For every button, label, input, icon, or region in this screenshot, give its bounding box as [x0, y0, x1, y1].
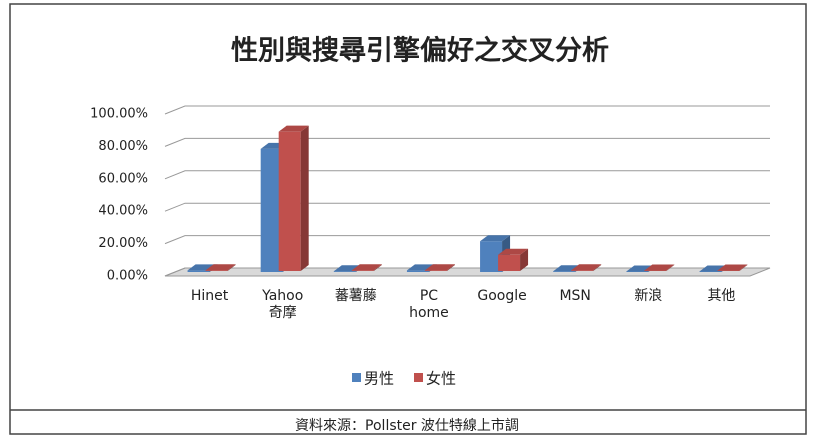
x-tick-label: MSN [559, 288, 591, 304]
x-tick-label: Yahoo 奇摩 [262, 288, 304, 321]
bar-side [666, 264, 675, 271]
bar [187, 270, 210, 272]
y-tick-label: 80.00% [98, 139, 148, 154]
y-tick-label: 40.00% [98, 204, 148, 219]
bar-top [351, 264, 382, 271]
legend-swatch [414, 373, 423, 382]
x-tick-label: PC home [409, 288, 449, 321]
floor [164, 267, 771, 277]
y-tick-label: 100.00% [90, 107, 148, 122]
y-tick-label: 20.00% [98, 236, 148, 251]
grid-line [164, 235, 770, 245]
grid-line [164, 105, 770, 115]
bar [480, 241, 503, 272]
source-note: 資料來源：Pollster 波仕特線上市調 [295, 417, 519, 434]
bar-side [593, 264, 602, 271]
bar [498, 254, 521, 271]
grid-line [164, 137, 770, 147]
y-tick-label: 0.00% [107, 269, 148, 284]
legend-label: 男性 [364, 370, 394, 388]
bar-top [644, 264, 675, 271]
bar-top [480, 235, 511, 242]
bar-top [205, 264, 236, 271]
bar [571, 270, 594, 271]
bar-top [571, 264, 602, 271]
bar-side [739, 264, 748, 271]
x-tick-label: 新浪 [634, 288, 663, 304]
bar-top [278, 125, 309, 132]
grid-line [164, 202, 770, 212]
bar-side [227, 264, 236, 271]
bar [424, 270, 447, 271]
legend-label: 女性 [426, 370, 456, 388]
x-tick-label: 蕃薯藤 [334, 288, 377, 304]
bar-side [520, 248, 529, 271]
bar-top [717, 264, 748, 271]
x-tick-label: Google [477, 288, 527, 304]
bar [406, 270, 429, 272]
y-tick-label: 60.00% [98, 171, 148, 186]
bar [333, 271, 356, 272]
grid-line [164, 170, 770, 180]
chart-border [9, 3, 807, 435]
bar-side [373, 264, 382, 271]
bar-top [424, 264, 455, 271]
bar [553, 271, 576, 272]
legend-swatch [352, 373, 361, 382]
bar-side [446, 264, 455, 271]
bar [205, 270, 228, 271]
bar [351, 270, 374, 271]
bar-top [498, 248, 529, 255]
x-tick-label: Hinet [190, 288, 229, 304]
x-tick-label: 其他 [707, 288, 736, 304]
bar [260, 148, 283, 272]
chart-title: 性別與搜尋引擎偏好之交叉分析 [231, 35, 609, 67]
bar [278, 131, 301, 271]
bar-side [300, 125, 309, 272]
